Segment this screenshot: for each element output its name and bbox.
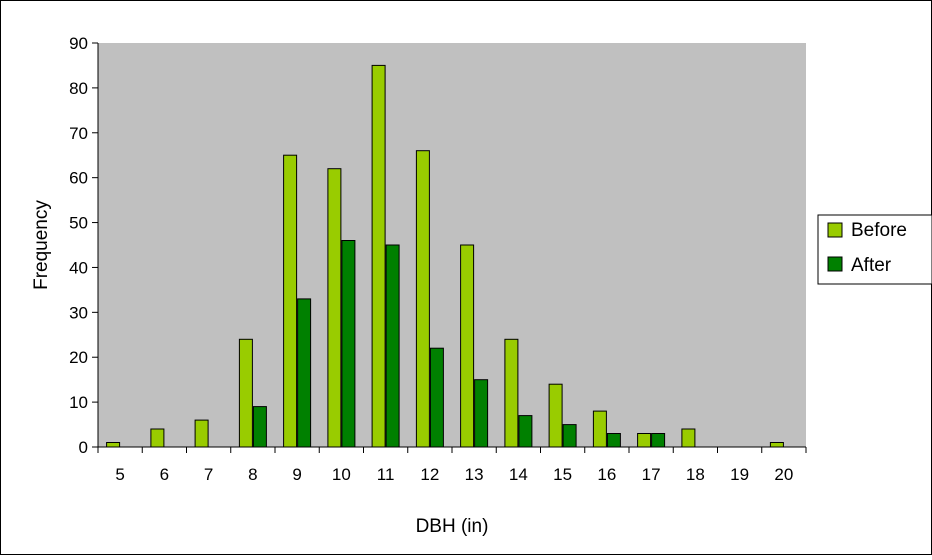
bar-before-8 [238, 338, 253, 448]
x-tick-label: 12 [420, 465, 439, 484]
plot-area [98, 43, 806, 447]
x-tick-label: 14 [509, 465, 528, 484]
x-tick-label: 20 [774, 465, 793, 484]
x-tick-label: 19 [730, 465, 749, 484]
y-tick-label: 40 [69, 258, 88, 277]
bar-after-14 [518, 415, 533, 448]
bar-after-8 [252, 406, 267, 448]
x-tick-label: 16 [597, 465, 616, 484]
bar-before-11 [371, 64, 386, 448]
x-tick-label: 9 [292, 465, 301, 484]
bar-before-17 [637, 433, 652, 448]
legend-swatch-after [827, 256, 843, 272]
bar-after-17 [651, 433, 666, 448]
bar-before-18 [681, 428, 696, 448]
bar-before-6 [150, 428, 165, 448]
y-tick-label: 10 [69, 393, 88, 412]
x-tick-label: 5 [115, 465, 124, 484]
bar-before-5 [106, 442, 121, 448]
bar-after-13 [474, 379, 489, 448]
y-tick-label: 20 [69, 348, 88, 367]
y-tick-label: 0 [79, 438, 88, 457]
bar-before-13 [460, 244, 475, 448]
y-axis-title: Frequency [31, 200, 52, 290]
x-tick-label: 8 [248, 465, 257, 484]
bar-before-10 [327, 168, 342, 448]
bar-after-16 [606, 433, 621, 448]
bar-after-10 [341, 240, 356, 448]
y-tick-label: 50 [69, 214, 88, 233]
x-axis-title: DBH (in) [416, 516, 489, 537]
x-tick-label: 17 [642, 465, 661, 484]
x-tick-label: 6 [160, 465, 169, 484]
y-tick-label: 60 [69, 169, 88, 188]
legend-label-before: Before [851, 220, 907, 241]
y-tick-label: 80 [69, 79, 88, 98]
bar-before-20 [769, 442, 784, 448]
legend-swatch-before [827, 222, 843, 238]
bar-after-9 [297, 298, 312, 448]
y-tick-label: 70 [69, 124, 88, 143]
legend: Before After [817, 214, 932, 285]
x-tick-label: 18 [686, 465, 705, 484]
bar-before-9 [283, 154, 298, 448]
y-tick-label: 30 [69, 303, 88, 322]
legend-label-after: After [851, 255, 892, 276]
x-tick-label: 10 [332, 465, 351, 484]
x-tick-label: 15 [553, 465, 572, 484]
bar-before-15 [548, 383, 563, 448]
x-tick-label: 11 [377, 465, 395, 484]
bar-before-7 [194, 419, 209, 448]
bar-after-12 [429, 347, 444, 448]
bar-before-16 [592, 410, 607, 448]
y-tick-label: 90 [69, 34, 88, 53]
x-tick-label: 13 [465, 465, 484, 484]
bar-before-14 [504, 338, 519, 448]
bar-after-15 [562, 424, 577, 448]
x-tick-label: 7 [204, 465, 213, 484]
axes-layer: 0 10 20 30 40 50 60 70 80 90 5 6 7 8 9 10 11 12 13 14 15 16 17… [69, 34, 807, 484]
bar-after-11 [385, 244, 400, 448]
bar-before-12 [415, 150, 430, 448]
